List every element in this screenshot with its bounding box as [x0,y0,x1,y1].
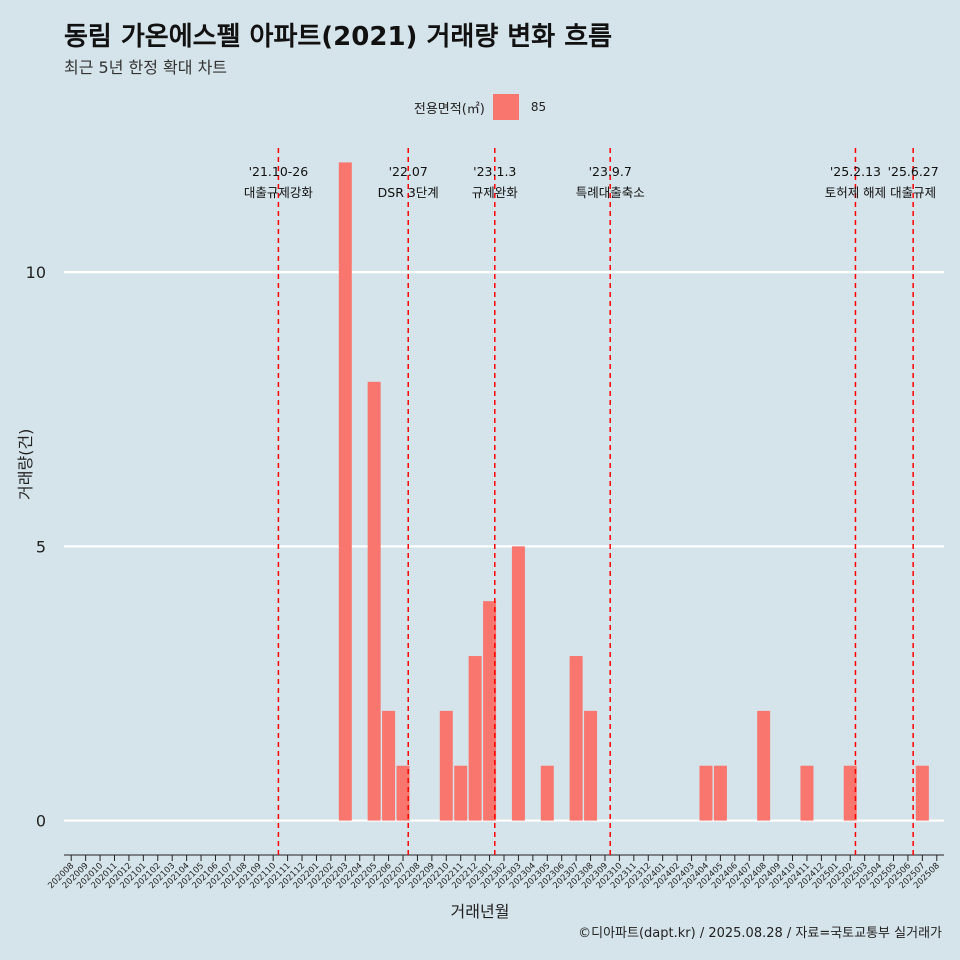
bar [569,656,583,821]
bar [843,765,857,821]
bar [468,656,482,821]
legend-title: 전용면적(㎡) [413,101,485,117]
bar [382,710,396,821]
event-name-label: 대출규제강화 [244,185,314,200]
bar [511,546,525,821]
bar [915,765,929,821]
bar [584,710,598,821]
event-name-label: 특례대출축소 [576,185,645,200]
event-name-label: 규제완화 [472,185,519,200]
event-date-label: '23.1.3 [473,164,516,179]
event-date-label: '23.9.7 [589,164,632,179]
event-name-label: 토허제 해제 [825,185,886,200]
event-date-label: '21.10-26 [249,164,309,179]
event-date-label: '25.2.13 [830,164,881,179]
x-axis-label: 거래년월 [450,902,510,921]
chart-title: 동림 가온에스펠 아파트(2021) 거래량 변화 흐름 [64,22,613,52]
bar [454,765,468,821]
y-tick-label: 5 [36,537,46,556]
legend-key-swatch [492,94,519,120]
bar [396,765,410,821]
bar [338,162,352,821]
bar [800,765,814,821]
legend-series-label: 85 [530,100,547,114]
source-caption: ©디아파트(dapt.kr) / 2025.08.28 / 자료=국토교통부 실… [578,926,942,941]
bar [757,710,771,821]
bar [367,381,381,821]
event-name-label: 대출규제 [890,185,936,200]
bar [713,765,727,821]
y-tick-label: 0 [36,812,46,831]
bar [540,765,554,821]
legend: 전용면적(㎡) 85 [0,94,960,120]
event-name-label: DSR 3단계 [378,185,439,200]
bar [699,765,713,821]
bar [483,601,497,821]
y-tick-label: 10 [26,263,46,282]
bar [439,710,453,821]
event-date-label: '22.07 [389,164,428,179]
chart-subtitle: 최근 5년 한정 확대 차트 [64,58,228,77]
event-date-label: '25.6.27 [888,164,939,179]
